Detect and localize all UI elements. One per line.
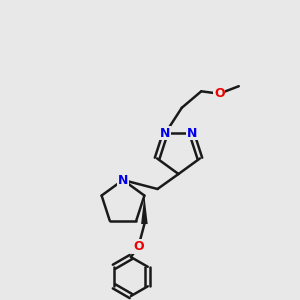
Text: N: N <box>187 127 197 140</box>
Polygon shape <box>141 196 148 224</box>
Text: O: O <box>214 87 225 100</box>
Text: N: N <box>118 173 128 187</box>
Text: O: O <box>133 240 144 253</box>
Text: N: N <box>160 127 170 140</box>
